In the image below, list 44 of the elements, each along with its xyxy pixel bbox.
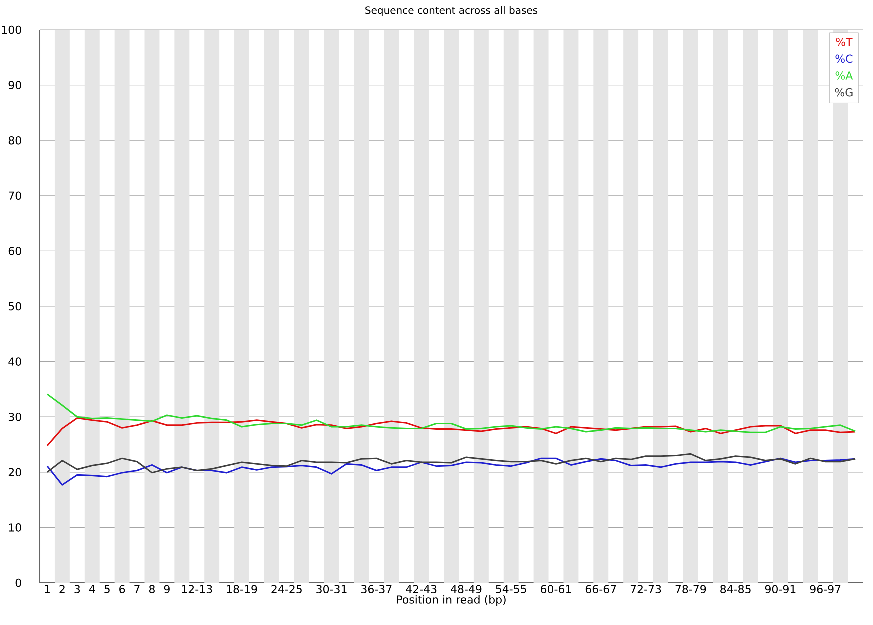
x-tick-label: 60-61 (541, 585, 572, 594)
y-tick-label: 40 (8, 358, 22, 366)
x-tick-label: 3 (74, 585, 80, 594)
y-tick-label: 70 (9, 192, 22, 200)
x-tick-label: 4 (89, 585, 96, 594)
text: %C (836, 54, 853, 64)
x-axis-title: Position in read (bp) (397, 595, 506, 606)
x-tick-label: 6 (120, 585, 126, 594)
x-tick-label: 36-37 (362, 585, 392, 594)
x-tick-label: 66-67 (586, 585, 616, 594)
y-tick-label: 80 (8, 136, 22, 145)
x-tick-label: 2 (60, 585, 65, 594)
x-tick-label: 8 (149, 585, 155, 594)
x-tick-label: 96-97 (810, 585, 841, 594)
x-tick-label: 84-85 (720, 585, 751, 594)
x-tick-label: 90-91 (765, 585, 796, 594)
x-tick-label: 5 (104, 585, 110, 594)
y-tick-label: 50 (8, 302, 22, 311)
x-tick-label: 72-73 (630, 585, 662, 594)
x-tick-label: 48-49 (451, 585, 482, 594)
text: %T (836, 38, 853, 46)
text: %G (835, 88, 853, 97)
chart-title: Sequence content across all bases (366, 6, 538, 16)
x-tick-label: 1 (45, 585, 50, 594)
y-tick-label: 20 (8, 468, 22, 477)
line-series (46, 417, 856, 447)
line-series (46, 394, 856, 434)
x-tick-label: 7 (134, 585, 140, 594)
y-tick-label: 30 (8, 412, 22, 422)
line-series (46, 453, 856, 474)
x-tick-label: 9 (164, 585, 170, 594)
y-tick-label: 90 (8, 81, 22, 90)
y-tick-label: 0 (16, 578, 22, 588)
text: %A (836, 72, 854, 80)
x-tick-label: 42-43 (406, 585, 437, 594)
y-tick-label: 60 (8, 247, 22, 256)
x-tick-label: 30-31 (316, 585, 347, 594)
x-tick-label: 12-13 (182, 585, 212, 594)
x-tick-label: 78-79 (676, 585, 706, 594)
x-tick-label: 24-25 (272, 585, 302, 594)
y-tick-label: 10 (9, 524, 22, 532)
x-tick-label: 18-19 (227, 585, 258, 594)
y-tick-label: 100 (2, 26, 22, 34)
x-tick-label: 54-55 (496, 585, 526, 594)
